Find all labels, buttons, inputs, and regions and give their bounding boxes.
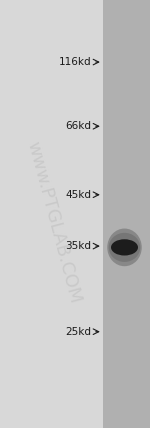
Ellipse shape bbox=[109, 233, 140, 262]
Ellipse shape bbox=[107, 229, 142, 266]
Ellipse shape bbox=[111, 239, 138, 256]
Text: 25kd: 25kd bbox=[66, 327, 92, 337]
Text: 35kd: 35kd bbox=[66, 241, 92, 251]
Text: 45kd: 45kd bbox=[66, 190, 92, 200]
Text: 66kd: 66kd bbox=[66, 121, 92, 131]
Text: 116kd: 116kd bbox=[59, 57, 92, 67]
Bar bbox=[103, 0, 150, 428]
Text: www.PTGLAB.COM: www.PTGLAB.COM bbox=[24, 140, 84, 306]
